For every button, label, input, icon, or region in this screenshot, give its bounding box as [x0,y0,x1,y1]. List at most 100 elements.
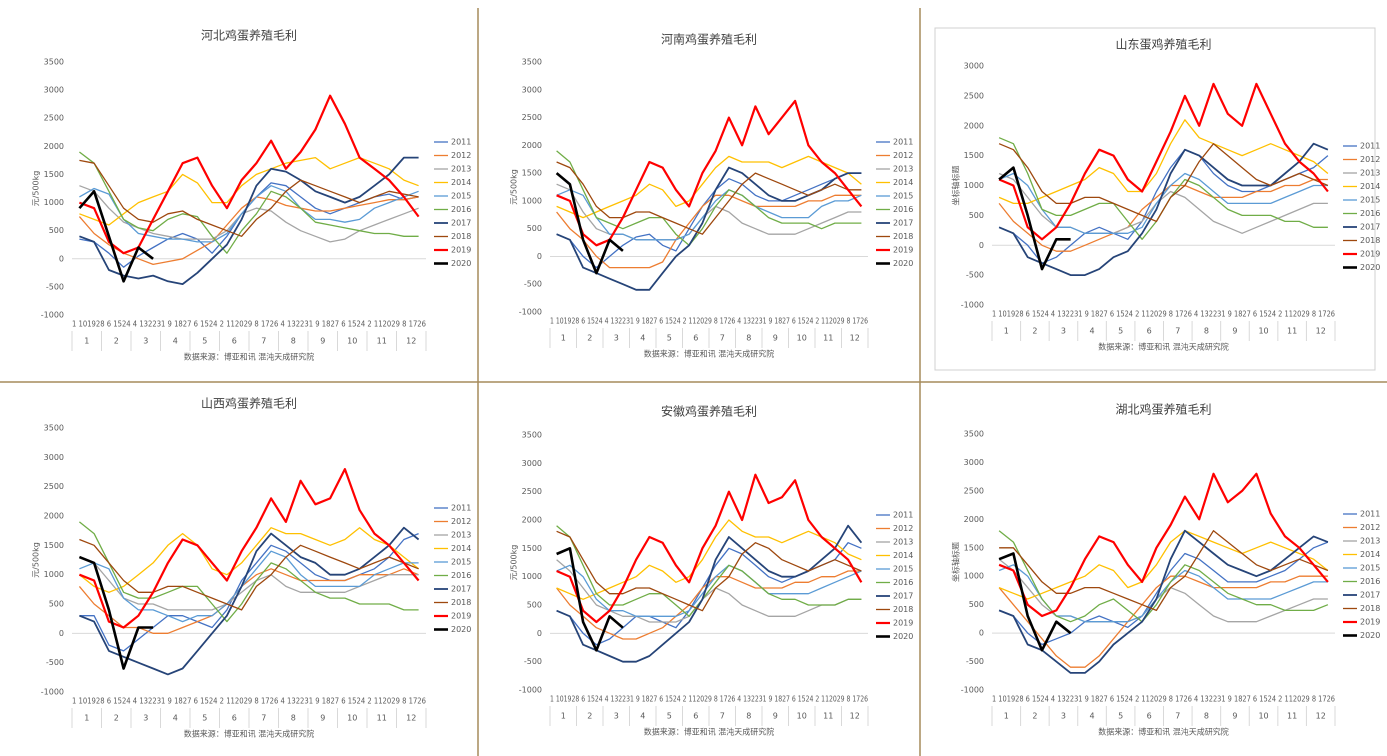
legend-label: 2017 [1360,223,1380,232]
series-line [78,468,420,629]
series-line [79,151,419,254]
x-tick-label: 2 [587,334,592,343]
legend-label: 2020 [893,632,913,641]
x-tick-label: 11 [823,712,833,721]
y-tick-label: 3000 [964,458,984,467]
x-tick-label: 9 [320,337,325,346]
y-tick-label: 0 [59,254,64,263]
y-tick-label: 3000 [44,86,64,95]
x-tick-label: 6 [232,714,237,723]
legend-label: 2018 [451,232,471,241]
legend-label: 2017 [451,219,471,228]
series-line [998,166,1071,271]
series-line [79,159,419,237]
y-tick-label: 0 [537,629,542,638]
y-tick-label: -1000 [961,686,984,695]
y-axis-label: 元/500kg [510,169,519,205]
x-tick-label: 4 [173,337,178,346]
x-tick-label: 8 [291,714,296,723]
x-tick-label: 12 [406,337,416,346]
x-tick-label: 11 [823,334,833,343]
y-tick-label: 1500 [964,151,984,160]
legend-label: 2020 [451,625,471,634]
y-tick-label: 1000 [964,181,984,190]
x-tick-label: 8 [746,712,751,721]
legend-label: 2020 [1360,631,1380,640]
legend-label: 2019 [893,246,913,255]
x-tick-label: 3 [1061,327,1066,336]
x-tick-label: 12 [1316,327,1326,336]
x-tick-label: 7 [720,334,725,343]
y-tick-label: 500 [49,226,64,235]
x-tick-label: 2 [1032,712,1037,721]
x-tick-label: 11 [377,337,387,346]
x-tick-label: 6 [1147,712,1152,721]
legend-label: 2012 [893,524,913,533]
y-tick-label: 3500 [964,430,984,439]
x-tick-label: 8 [746,334,751,343]
series-line [998,149,1329,264]
y-tick-label: 1500 [44,541,64,550]
y-tick-label: -500 [524,657,542,666]
legend-label: 2018 [1360,604,1380,613]
legend-label: 2012 [1360,155,1380,164]
x-tick-label: 5 [202,337,207,346]
x-tick-label: 11 [1287,327,1297,336]
series-line [998,575,1328,668]
series-line [998,472,1329,618]
series-line [998,142,1329,276]
chart-title: 河北鸡蛋养殖毛利 [201,28,297,43]
source-note: 数据来源：博亚和讯 混沌天成研究院 [644,727,775,737]
x-tick-label: 1 [561,334,566,343]
series-line [998,529,1329,674]
legend-label: 2015 [451,558,471,567]
x-tick-label: 12 [1316,712,1326,721]
legend-label: 2019 [1360,250,1380,259]
x-tick-label: 1 [1004,712,1009,721]
x-tick-label: 6 [232,337,237,346]
legend-label: 2012 [1360,523,1380,532]
y-tick-label: -500 [966,657,984,666]
y-tick-label: 3500 [522,58,542,67]
x-tick-label: 7 [1175,712,1180,721]
x-tick-label: 4 [640,712,645,721]
series-line [79,556,419,611]
y-tick-label: 0 [59,629,64,638]
y-tick-label: 3500 [522,431,542,440]
legend-label: 2017 [1360,591,1380,600]
legend-label: 2016 [893,205,913,214]
y-tick-label: -500 [524,280,542,289]
legend-label: 2017 [893,219,913,228]
x-tick-label: 3 [1061,712,1066,721]
legend-label: 2013 [451,531,471,540]
legend-label: 2016 [451,571,471,580]
legend-label: 2017 [451,585,471,594]
legend-label: 2016 [1360,209,1380,218]
legend-label: 2013 [1360,537,1380,546]
chart-title: 安徽鸡蛋养殖毛利 [661,404,757,419]
series-line [998,530,1329,623]
legend-label: 2012 [893,151,913,160]
x-tick-label: 6 [693,334,698,343]
y-tick-label: 1500 [964,543,984,552]
x-tick-label: 6 [693,712,698,721]
series-line [556,161,862,235]
y-tick-label: -1000 [961,301,984,310]
y-tick-label: 0 [537,252,542,261]
legend-label: 2011 [1360,142,1380,151]
y-tick-label: 2500 [964,486,984,495]
x-tick-label: 5 [667,334,672,343]
x-tick-label: 11 [1287,712,1297,721]
source-note: 数据来源：博亚和讯 混沌天成研究院 [184,352,315,362]
x-tick-label: 6 [1147,327,1152,336]
y-tick-label: 2500 [522,487,542,496]
legend-label: 2011 [893,138,913,147]
series-line [79,94,420,255]
legend-label: 2018 [893,232,913,241]
x-tick-label: 3 [614,712,619,721]
series-line [78,555,154,670]
y-tick-label: 500 [527,224,542,233]
series-line [556,155,862,219]
y-tick-label: -1000 [519,686,542,695]
x-tick-label: 5 [1118,327,1123,336]
